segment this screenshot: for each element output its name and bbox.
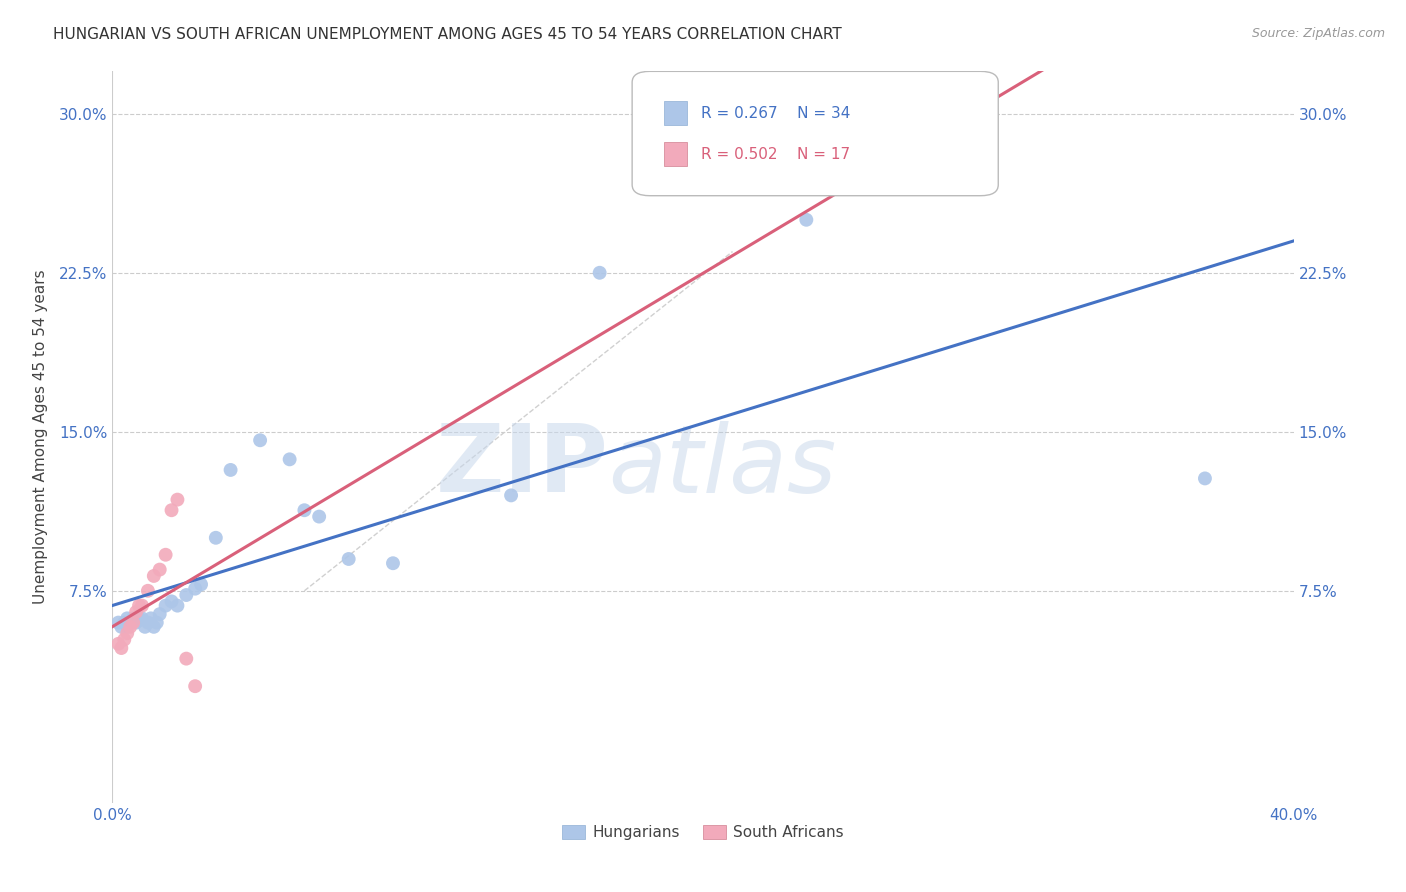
Bar bbox=[664, 143, 686, 166]
Text: Source: ZipAtlas.com: Source: ZipAtlas.com bbox=[1251, 27, 1385, 40]
Point bbox=[112, 632, 135, 647]
Point bbox=[588, 266, 610, 280]
Point bbox=[149, 607, 172, 621]
Point bbox=[149, 563, 172, 577]
Point bbox=[125, 605, 148, 619]
Point bbox=[107, 637, 129, 651]
Point bbox=[337, 552, 360, 566]
Point bbox=[107, 615, 129, 630]
Point bbox=[110, 640, 132, 655]
Point bbox=[122, 615, 145, 630]
Point bbox=[128, 611, 150, 625]
Point bbox=[174, 588, 197, 602]
Text: HUNGARIAN VS SOUTH AFRICAN UNEMPLOYMENT AMONG AGES 45 TO 54 YEARS CORRELATION CH: HUNGARIAN VS SOUTH AFRICAN UNEMPLOYMENT … bbox=[53, 27, 842, 42]
Point bbox=[205, 531, 228, 545]
Point bbox=[120, 620, 142, 634]
Point bbox=[142, 620, 165, 634]
Point bbox=[139, 611, 162, 625]
Point bbox=[155, 548, 177, 562]
Y-axis label: Unemployment Among Ages 45 to 54 years: Unemployment Among Ages 45 to 54 years bbox=[32, 269, 48, 605]
Point bbox=[501, 488, 523, 502]
Point bbox=[160, 503, 183, 517]
Point bbox=[174, 651, 197, 665]
Point bbox=[128, 599, 150, 613]
Point bbox=[142, 569, 165, 583]
Point bbox=[146, 615, 169, 630]
Point bbox=[131, 599, 153, 613]
FancyBboxPatch shape bbox=[633, 71, 998, 195]
Point bbox=[112, 615, 135, 630]
Point bbox=[190, 577, 212, 591]
Point bbox=[134, 620, 156, 634]
Point bbox=[125, 615, 148, 630]
Point bbox=[278, 452, 301, 467]
Point bbox=[292, 503, 315, 517]
Point bbox=[117, 620, 138, 634]
Point bbox=[166, 599, 188, 613]
Point bbox=[120, 615, 142, 630]
Text: atlas: atlas bbox=[609, 421, 837, 512]
Point bbox=[160, 594, 183, 608]
Point bbox=[131, 611, 153, 625]
Point bbox=[308, 509, 330, 524]
Point bbox=[382, 556, 405, 570]
Bar bbox=[664, 102, 686, 125]
Point bbox=[184, 582, 207, 596]
Point bbox=[1194, 471, 1216, 485]
Point bbox=[166, 492, 188, 507]
Point bbox=[219, 463, 242, 477]
Point bbox=[796, 212, 818, 227]
Point bbox=[117, 626, 138, 640]
Point bbox=[117, 611, 138, 625]
Point bbox=[184, 679, 207, 693]
Text: R = 0.267    N = 34: R = 0.267 N = 34 bbox=[700, 105, 851, 120]
Point bbox=[136, 583, 159, 598]
Text: ZIP: ZIP bbox=[436, 420, 609, 512]
Point bbox=[136, 615, 159, 630]
Point bbox=[110, 620, 132, 634]
Point bbox=[249, 434, 271, 448]
Text: R = 0.502    N = 17: R = 0.502 N = 17 bbox=[700, 146, 851, 161]
Point bbox=[155, 599, 177, 613]
Point bbox=[122, 611, 145, 625]
Legend: Hungarians, South Africans: Hungarians, South Africans bbox=[555, 819, 851, 847]
